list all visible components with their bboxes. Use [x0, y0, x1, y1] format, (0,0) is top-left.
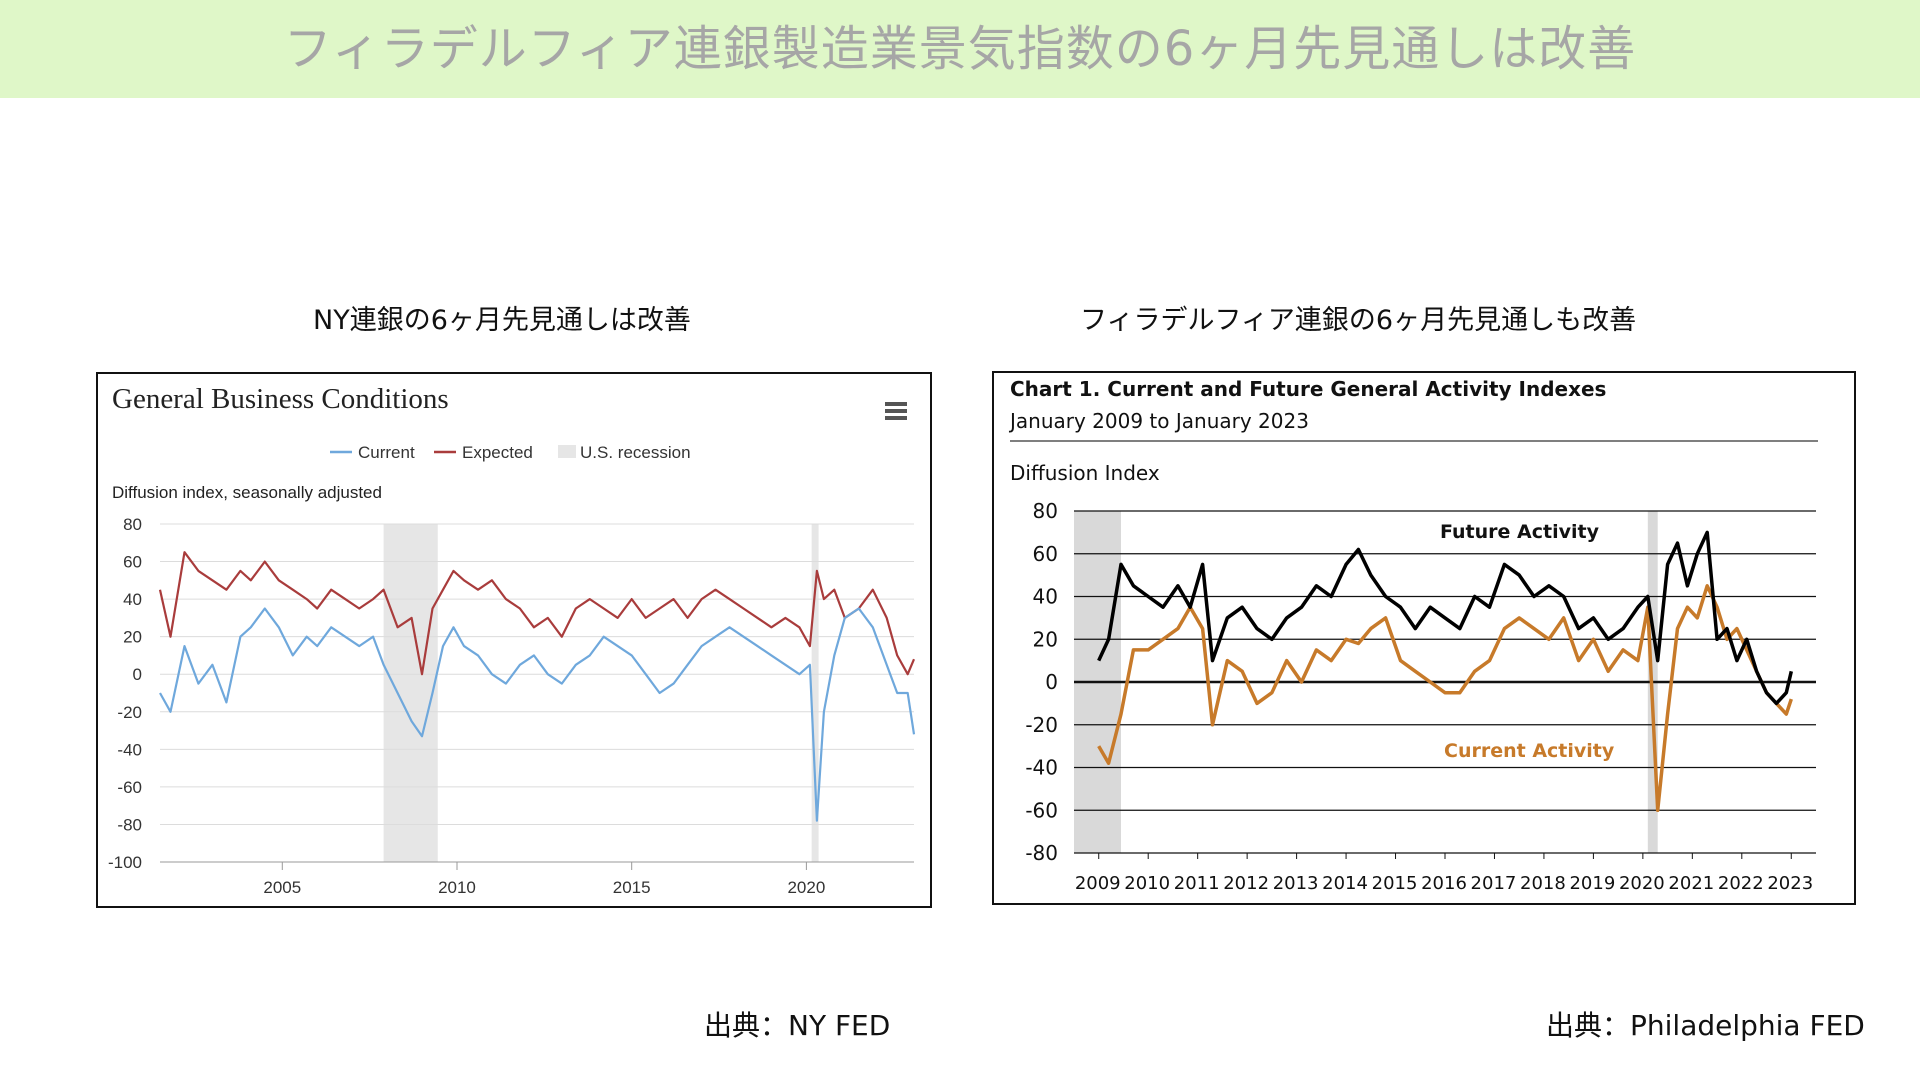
x-tick-label: 2015	[1372, 873, 1418, 894]
ny-chart-svg: General Business Conditions Diffusion ind…	[108, 383, 916, 897]
y-tick-label: 40	[123, 590, 142, 609]
y-tick-label: -80	[1025, 841, 1058, 865]
y-tick-label: 40	[1033, 585, 1058, 609]
y-tick-label: -20	[1025, 713, 1058, 737]
y-tick-label: 0	[133, 665, 142, 684]
y-tick-label: -80	[117, 815, 142, 834]
x-tick-label: 2020	[787, 878, 825, 897]
x-tick-label: 2012	[1223, 873, 1269, 894]
x-tick-label: 2017	[1471, 873, 1517, 894]
chart-title: General Business Conditions	[112, 383, 449, 415]
recession-band	[383, 524, 438, 862]
series-line-current	[159, 607, 916, 822]
y-tick-label: 80	[123, 515, 142, 534]
y-tick-label: 20	[123, 628, 142, 647]
philly-chart-svg: Chart 1. Current and Future General Acti…	[1008, 377, 1818, 894]
right-source: 出典：Philadelphia FED	[1546, 1009, 1865, 1042]
current-activity-label: Current Activity	[1444, 740, 1615, 762]
page-title: フィラデルフィア連銀製造業景気指数の6ヶ月先見通しは改善	[283, 21, 1637, 77]
hamburger-menu-icon	[885, 409, 907, 413]
title-banner	[0, 0, 1920, 98]
x-tick-label: 2010	[438, 878, 476, 897]
y-tick-label: -60	[1025, 798, 1058, 822]
legend-label: U.S. recession	[580, 443, 691, 462]
y-tick-label: 80	[1033, 499, 1058, 523]
x-tick-label: 2020	[1619, 873, 1665, 894]
y-axis-title: Diffusion Index	[1010, 461, 1160, 485]
y-tick-label: 20	[1033, 627, 1058, 651]
legend-label: Current	[358, 443, 415, 462]
chart-title: Chart 1. Current and Future General Acti…	[1010, 377, 1606, 401]
series-line-expected	[158, 551, 916, 676]
chart-subtitle: January 2009 to January 2023	[1008, 409, 1309, 433]
y-tick-label: -20	[117, 703, 142, 722]
y-tick-label: -60	[117, 778, 142, 797]
x-tick-label: 2009	[1075, 873, 1121, 894]
x-tick-label: 2014	[1322, 873, 1368, 894]
legend-swatch	[558, 445, 576, 458]
x-tick-label: 2011	[1174, 873, 1220, 894]
x-tick-label: 2013	[1273, 873, 1319, 894]
recession-band	[811, 524, 819, 862]
y-tick-label: 60	[1033, 542, 1058, 566]
y-tick-label: 0	[1045, 670, 1058, 694]
hamburger-menu-icon	[885, 402, 907, 406]
x-tick-label: 2023	[1767, 873, 1813, 894]
x-tick-label: 2015	[613, 878, 651, 897]
x-tick-label: 2016	[1421, 873, 1467, 894]
y-tick-label: -40	[1025, 756, 1058, 780]
x-tick-label: 2005	[263, 878, 301, 897]
left-chart-caption: NY連銀の6ヶ月先見通しは改善	[313, 305, 691, 336]
x-tick-label: 2022	[1718, 873, 1764, 894]
series-line-current-activity	[1097, 584, 1793, 813]
series-line-future-activity	[1097, 530, 1794, 706]
y-tick-label: -40	[117, 740, 142, 759]
y-tick-label: -100	[108, 853, 142, 872]
hamburger-menu-icon	[885, 416, 907, 420]
future-activity-label: Future Activity	[1440, 521, 1600, 543]
y-tick-label: 60	[123, 553, 142, 572]
right-chart-caption: フィラデルフィア連銀の6ヶ月先見通しも改善	[1080, 305, 1637, 336]
x-tick-label: 2018	[1520, 873, 1566, 894]
x-tick-label: 2019	[1569, 873, 1615, 894]
philly-chart-panel: Chart 1. Current and Future General Acti…	[992, 371, 1856, 905]
x-tick-label: 2021	[1668, 873, 1714, 894]
chart-subtitle: Diffusion index, seasonally adjusted	[112, 483, 382, 502]
ny-chart-panel: General Business Conditions Diffusion ind…	[96, 372, 932, 908]
x-tick-label: 2010	[1124, 873, 1170, 894]
left-source: 出典：NY FED	[704, 1009, 891, 1042]
legend-label: Expected	[462, 443, 533, 462]
